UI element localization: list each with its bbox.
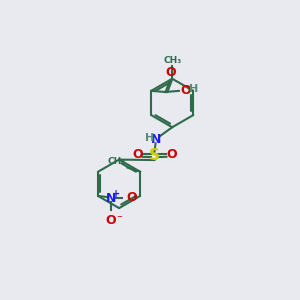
- Text: O: O: [165, 66, 176, 79]
- Text: H: H: [145, 133, 154, 143]
- Text: ⁻: ⁻: [116, 214, 122, 224]
- Text: +: +: [112, 189, 120, 199]
- Text: CH₃: CH₃: [163, 56, 182, 65]
- Text: H: H: [189, 84, 199, 94]
- Text: N: N: [106, 192, 116, 205]
- Text: O: O: [132, 148, 143, 161]
- Text: O: O: [126, 191, 137, 204]
- Text: N: N: [150, 133, 161, 146]
- Text: O: O: [166, 148, 177, 161]
- Text: O: O: [106, 214, 116, 227]
- Text: CH₃: CH₃: [107, 158, 126, 166]
- Text: S: S: [149, 148, 160, 164]
- Text: O: O: [181, 84, 191, 98]
